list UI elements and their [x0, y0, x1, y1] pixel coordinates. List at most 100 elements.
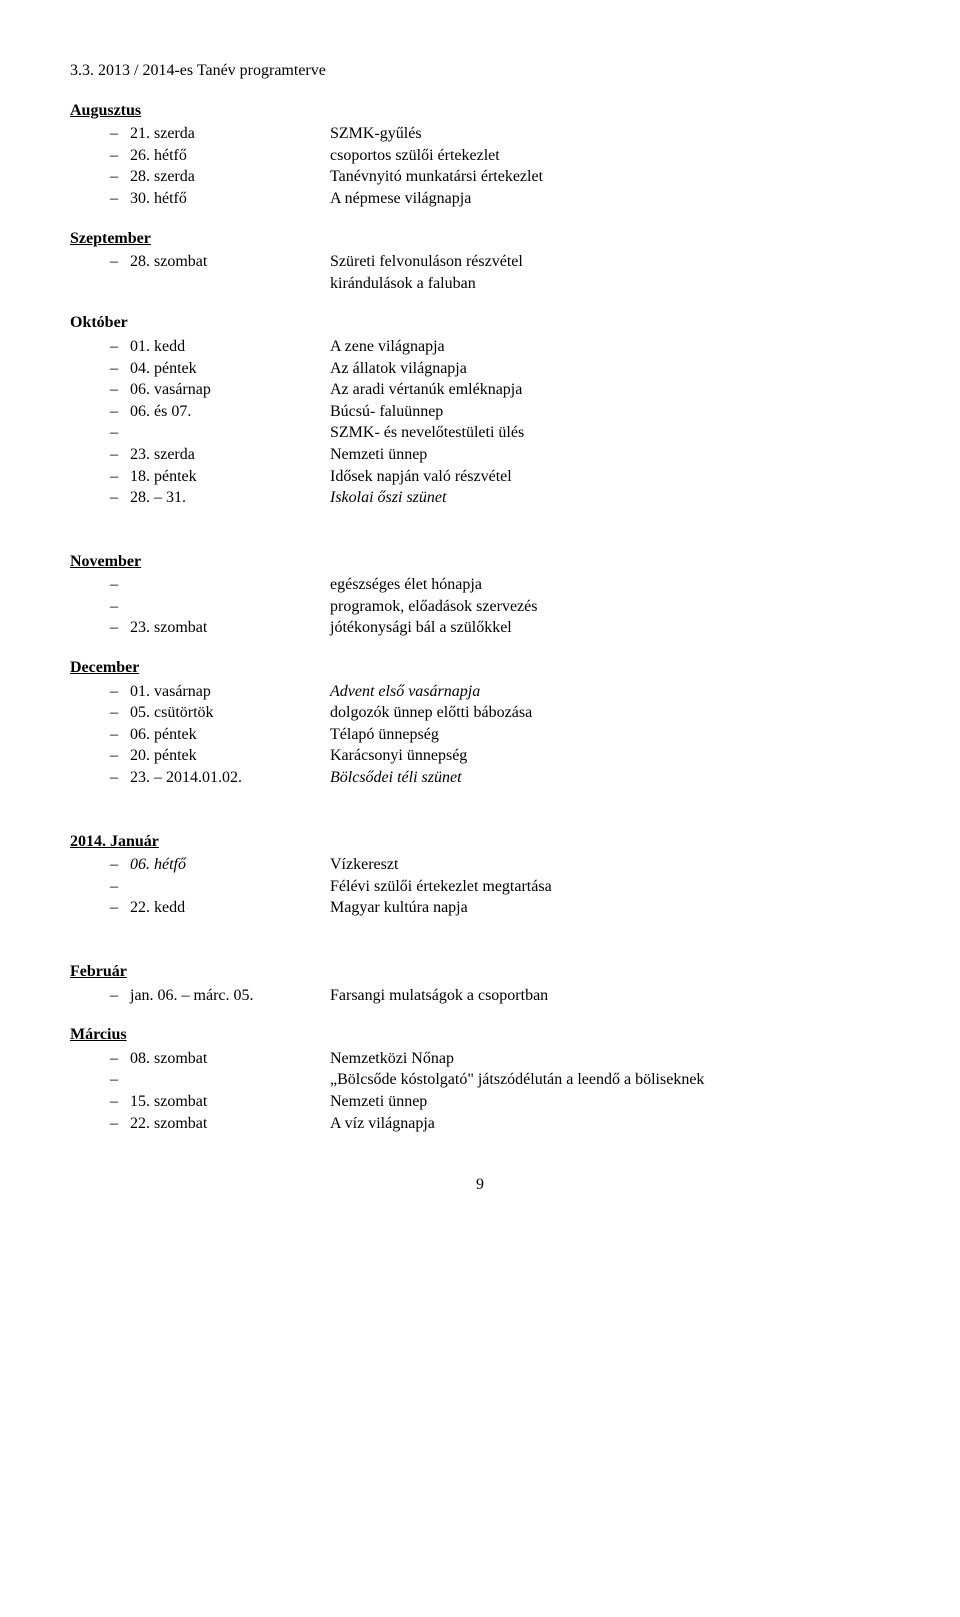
- dash-icon: –: [110, 767, 130, 789]
- date: 23. szerda: [130, 444, 330, 466]
- description: Búcsú- faluünnep: [330, 401, 890, 423]
- page-number: 9: [70, 1174, 890, 1196]
- date: 22. kedd: [130, 897, 330, 919]
- dash-icon: –: [110, 876, 130, 898]
- description: Idősek napján való részvétel: [330, 466, 890, 488]
- description: Iskolai őszi szünet: [330, 487, 890, 509]
- date: 28. szombat: [130, 251, 330, 273]
- month-heading-marcius: Március: [70, 1024, 890, 1046]
- date: 28. – 31.: [130, 487, 330, 509]
- month-heading-oktober: Október: [70, 312, 890, 334]
- list-item: kirándulások a faluban: [70, 273, 890, 295]
- list-item: –15. szombatNemzeti ünnep: [70, 1091, 890, 1113]
- list-item: –05. csütörtökdolgozók ünnep előtti bábo…: [70, 702, 890, 724]
- date: 21. szerda: [130, 123, 330, 145]
- list-item: –18. péntekIdősek napján való részvétel: [70, 466, 890, 488]
- dash-icon: –: [110, 574, 130, 596]
- list-item: –„Bölcsőde kóstolgató" játszódélután a l…: [70, 1069, 890, 1091]
- dash-icon: –: [110, 702, 130, 724]
- list-item: –08. szombatNemzetközi Nőnap: [70, 1048, 890, 1070]
- description: SZMK-gyűlés: [330, 123, 890, 145]
- list-item: –26. hétfőcsoportos szülői értekezlet: [70, 145, 890, 167]
- date: 23. szombat: [130, 617, 330, 639]
- list-item: –21. szerdaSZMK-gyűlés: [70, 123, 890, 145]
- dash-icon: –: [110, 466, 130, 488]
- month-heading-augusztus: Augusztus: [70, 100, 890, 122]
- dash-icon: –: [110, 724, 130, 746]
- dash-icon: –: [110, 188, 130, 210]
- description: A zene világnapja: [330, 336, 890, 358]
- description: dolgozók ünnep előtti bábozása: [330, 702, 890, 724]
- list-item: –04. péntekAz állatok világnapja: [70, 358, 890, 380]
- list-item: –06. és 07.Búcsú- faluünnep: [70, 401, 890, 423]
- date: 22. szombat: [130, 1113, 330, 1135]
- description: A víz világnapja: [330, 1113, 890, 1135]
- dash-icon: –: [110, 596, 130, 618]
- month-heading-februar: Február: [70, 961, 890, 983]
- dash-icon: –: [110, 897, 130, 919]
- date: 05. csütörtök: [130, 702, 330, 724]
- list-item: –06. péntekTélapó ünnepség: [70, 724, 890, 746]
- date: 28. szerda: [130, 166, 330, 188]
- dash-icon: –: [110, 745, 130, 767]
- description: Nemzeti ünnep: [330, 444, 890, 466]
- description: Magyar kultúra napja: [330, 897, 890, 919]
- description: programok, előadások szervezés: [330, 596, 890, 618]
- dash-icon: –: [110, 985, 130, 1007]
- date: 01. vasárnap: [130, 681, 330, 703]
- list-item: – egészséges élet hónapja: [70, 574, 890, 596]
- dash-icon: –: [110, 681, 130, 703]
- list-item: –01. keddA zene világnapja: [70, 336, 890, 358]
- description: Télapó ünnepség: [330, 724, 890, 746]
- date: 18. péntek: [130, 466, 330, 488]
- date: jan. 06. – márc. 05.: [130, 985, 330, 1007]
- description: SZMK- és nevelőtestületi ülés: [330, 422, 890, 444]
- date: 01. kedd: [130, 336, 330, 358]
- list-item: –30. hétfőA népmese világnapja: [70, 188, 890, 210]
- description: Szüreti felvonuláson részvétel: [330, 251, 890, 273]
- dash-icon: –: [110, 444, 130, 466]
- list-item: – programok, előadások szervezés: [70, 596, 890, 618]
- description: Nemzeti ünnep: [330, 1091, 890, 1113]
- list-item: – Félévi szülői értekezlet megtartása: [70, 876, 890, 898]
- date: 04. péntek: [130, 358, 330, 380]
- date: 06. és 07.: [130, 401, 330, 423]
- list-item: –23. szombatjótékonysági bál a szülőkkel: [70, 617, 890, 639]
- dash-icon: –: [110, 401, 130, 423]
- date: 06. péntek: [130, 724, 330, 746]
- description: Tanévnyitó munkatársi értekezlet: [330, 166, 890, 188]
- description: egészséges élet hónapja: [330, 574, 890, 596]
- description: Vízkereszt: [330, 854, 890, 876]
- description: kirándulások a faluban: [330, 273, 890, 295]
- list-item: –23. szerdaNemzeti ünnep: [70, 444, 890, 466]
- description: Farsangi mulatságok a csoportban: [330, 985, 890, 1007]
- list-item: –28. szombatSzüreti felvonuláson részvét…: [70, 251, 890, 273]
- list-item: –22. szombatA víz világnapja: [70, 1113, 890, 1135]
- dash-icon: –: [110, 854, 130, 876]
- dash-icon: –: [110, 1113, 130, 1135]
- list-item: –jan. 06. – márc. 05.Farsangi mulatságok…: [70, 985, 890, 1007]
- description: Az aradi vértanúk emléknapja: [330, 379, 890, 401]
- dash-icon: –: [110, 617, 130, 639]
- month-heading-szeptember: Szeptember: [70, 228, 890, 250]
- date: 06. vasárnap: [130, 379, 330, 401]
- description: Az állatok világnapja: [330, 358, 890, 380]
- date: 06. hétfő: [130, 854, 330, 876]
- description: Karácsonyi ünnepség: [330, 745, 890, 767]
- date: 15. szombat: [130, 1091, 330, 1113]
- list-item: – SZMK- és nevelőtestületi ülés: [70, 422, 890, 444]
- dash-icon: –: [110, 1091, 130, 1113]
- section-title: 3.3. 2013 / 2014-es Tanév programterve: [70, 60, 890, 82]
- list-item: –20. péntekKarácsonyi ünnepség: [70, 745, 890, 767]
- dash-icon: –: [110, 123, 130, 145]
- description: A népmese világnapja: [330, 188, 890, 210]
- dash-icon: –: [110, 379, 130, 401]
- list-item: –01. vasárnapAdvent első vasárnapja: [70, 681, 890, 703]
- month-heading-januar: 2014. Január: [70, 831, 890, 853]
- list-item: –28. szerdaTanévnyitó munkatársi értekez…: [70, 166, 890, 188]
- dash-icon: –: [110, 336, 130, 358]
- dash-icon: –: [110, 422, 130, 444]
- date: 20. péntek: [130, 745, 330, 767]
- description: Félévi szülői értekezlet megtartása: [330, 876, 890, 898]
- month-heading-december: December: [70, 657, 890, 679]
